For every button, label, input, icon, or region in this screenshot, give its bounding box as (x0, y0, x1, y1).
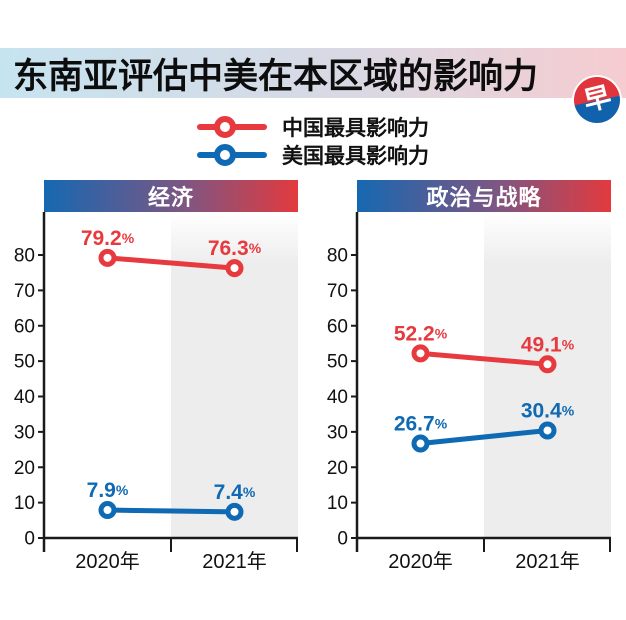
economy-chart-header: 经济 (44, 180, 298, 212)
y-axis-label: 10 (327, 493, 348, 514)
data-label: 49.1% (521, 333, 575, 356)
y-axis-label: 0 (24, 529, 35, 550)
data-label: 52.2% (394, 322, 448, 345)
data-point (98, 248, 117, 267)
y-axis-label: 60 (14, 316, 35, 337)
data-point (225, 259, 244, 278)
data-label: 7.4% (214, 481, 256, 504)
data-point (538, 421, 557, 440)
us-line-marker-icon (197, 143, 267, 166)
y-axis-label: 10 (14, 493, 35, 514)
politics-chart-panel: 政治与战略 0 10 20 30 40 50 60 70 80 2020年 2021年 52.2% 49… (321, 180, 611, 592)
y-axis-label: 50 (327, 352, 348, 373)
legend-label-china: 中国最具影响力 (282, 116, 429, 140)
data-label: 30.4% (521, 399, 575, 422)
data-label: 76.3% (208, 237, 262, 260)
data-label: 26.7% (394, 413, 448, 436)
y-axis-label: 40 (327, 387, 348, 408)
data-point (538, 355, 557, 374)
y-axis-label: 80 (14, 246, 35, 267)
economy-chart-plot: 0 10 20 30 40 50 60 70 80 2020年 2021年 79.2% 76.3% 7.9… (14, 212, 298, 573)
legend-item-china: 中国最具影响力 (197, 114, 429, 140)
legend-label-us: 美国最具影响力 (282, 144, 429, 168)
y-axis-label: 80 (327, 246, 348, 267)
x-axis-label: 2020年 (388, 550, 453, 573)
y-axis-label: 20 (14, 458, 35, 479)
data-label: 79.2% (81, 227, 135, 250)
y-axis-label: 70 (327, 281, 348, 302)
y-axis-label: 70 (14, 281, 35, 302)
y-axis-label: 30 (327, 422, 348, 443)
title-bar: 东南亚评估中美在本区域的影响力 (0, 48, 626, 98)
data-point (225, 502, 244, 521)
y-axis-label: 60 (327, 316, 348, 337)
series-line (105, 507, 237, 515)
x-axis-label: 2021年 (515, 550, 580, 573)
data-point (411, 434, 430, 453)
y-axis-label: 20 (327, 458, 348, 479)
data-point (411, 344, 430, 363)
x-axis-label: 2021年 (202, 550, 267, 573)
politics-chart-header: 政治与战略 (357, 180, 611, 212)
page-title: 东南亚评估中美在本区域的影响力 (13, 56, 539, 96)
y-axis-label: 30 (14, 422, 35, 443)
economy-chart-panel: 经济 0 10 20 30 40 50 60 70 80 2020年 2021年 79.2% 76.3%… (8, 180, 298, 592)
chart-legend: 中国最具影响力 美国最具影响力 (0, 114, 626, 168)
economy-chart-title: 经济 (147, 185, 194, 210)
series-line (418, 427, 550, 447)
y-axis-label: 40 (14, 387, 35, 408)
y-axis-label: 0 (337, 529, 348, 550)
x-axis-label: 2020年 (75, 550, 140, 573)
politics-chart-title: 政治与战略 (426, 185, 542, 210)
legend-item-us: 美国最具影响力 (197, 142, 429, 168)
charts-row: 经济 0 10 20 30 40 50 60 70 80 2020年 2021年 79.2% 76.3%… (8, 180, 618, 592)
series-line (105, 255, 237, 271)
data-label: 7.9% (87, 479, 129, 502)
politics-chart-plot: 0 10 20 30 40 50 60 70 80 2020年 2021年 52.2% 49.1% 26.… (327, 212, 611, 573)
china-line-marker-icon (197, 115, 267, 138)
data-point (98, 501, 117, 520)
zaobao-logo-glyph: 早 (580, 80, 614, 117)
series-line (418, 350, 550, 367)
zaobao-logo: 早 (574, 77, 620, 123)
y-axis-label: 50 (14, 352, 35, 373)
highlight-band-2021 (484, 212, 611, 538)
